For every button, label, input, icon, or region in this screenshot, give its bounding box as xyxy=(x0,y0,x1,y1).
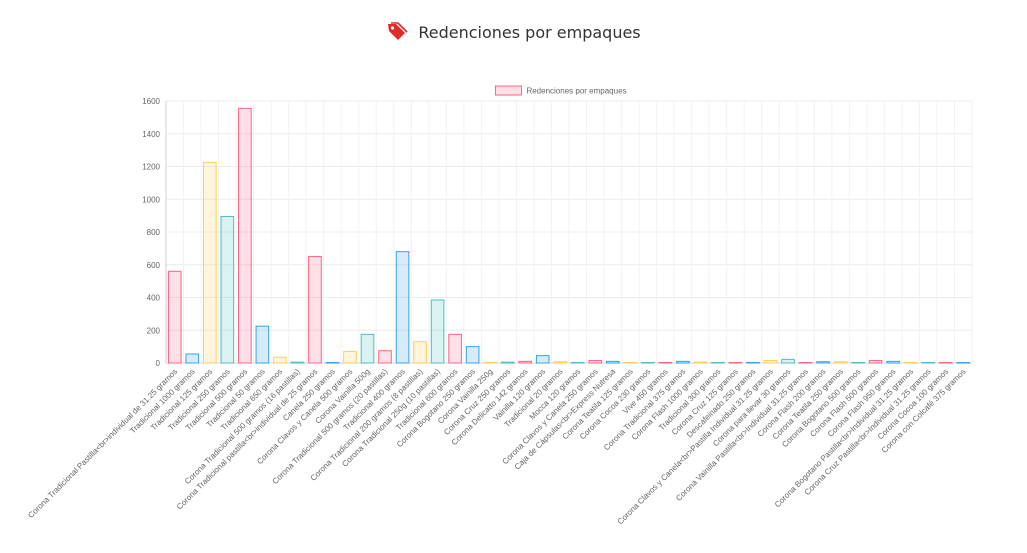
bar[interactable] xyxy=(518,360,533,364)
x-axis: Corona Tradicional Pastilla<br>individua… xyxy=(26,367,967,527)
bar[interactable] xyxy=(938,362,953,364)
bar[interactable] xyxy=(886,360,900,364)
bar[interactable] xyxy=(430,299,445,364)
bar[interactable] xyxy=(605,360,620,364)
bar[interactable] xyxy=(448,333,462,364)
bar[interactable] xyxy=(413,341,427,364)
bar[interactable] xyxy=(588,360,603,364)
y-tick-label: 1600 xyxy=(142,97,160,106)
page-header: Redenciones por empaques xyxy=(0,18,1027,46)
bar[interactable] xyxy=(658,362,673,364)
bar[interactable] xyxy=(956,362,971,364)
x-tick-label: Corona Tradicional Pastilla<br>individua… xyxy=(26,367,179,520)
bar[interactable] xyxy=(202,161,217,364)
bar[interactable] xyxy=(553,361,568,364)
legend-label: Redenciones por empaques xyxy=(526,87,626,96)
bar[interactable] xyxy=(343,351,357,364)
y-tick-label: 600 xyxy=(147,261,161,270)
y-tick-label: 1000 xyxy=(142,195,160,204)
bar[interactable] xyxy=(570,362,585,364)
tags-icon xyxy=(386,21,408,43)
bar[interactable] xyxy=(728,362,743,364)
bar[interactable] xyxy=(185,353,200,364)
bar[interactable] xyxy=(763,360,778,364)
bar[interactable] xyxy=(921,362,936,364)
chart-bars xyxy=(167,107,971,364)
legend-swatch xyxy=(494,85,522,96)
y-tick-label: 200 xyxy=(147,326,161,335)
bar[interactable] xyxy=(623,362,638,364)
bar[interactable] xyxy=(903,362,918,364)
y-tick-label: 400 xyxy=(147,294,161,303)
page-title: Redenciones por empaques xyxy=(418,22,641,42)
bar[interactable] xyxy=(693,361,708,364)
bar[interactable] xyxy=(220,215,235,364)
bar[interactable] xyxy=(711,362,725,364)
bar[interactable] xyxy=(781,358,795,364)
bar[interactable] xyxy=(465,346,480,364)
bar[interactable] xyxy=(798,362,813,364)
bar[interactable] xyxy=(746,362,760,364)
y-tick-label: 800 xyxy=(147,228,161,237)
chart-legend[interactable]: Redenciones por empaques xyxy=(494,85,627,96)
bar[interactable] xyxy=(816,361,830,364)
bar[interactable] xyxy=(395,251,410,364)
bar[interactable] xyxy=(238,107,252,364)
bar[interactable] xyxy=(676,360,690,364)
bar[interactable] xyxy=(851,362,865,364)
bar[interactable] xyxy=(535,355,550,364)
y-tick-label: 1200 xyxy=(142,163,160,172)
bar[interactable] xyxy=(641,362,655,364)
bar[interactable] xyxy=(325,362,340,364)
bar[interactable] xyxy=(500,361,515,364)
bar[interactable] xyxy=(290,361,305,364)
y-tick-label: 1400 xyxy=(142,130,160,139)
bar[interactable] xyxy=(167,270,182,364)
bar[interactable] xyxy=(378,350,392,364)
bar[interactable] xyxy=(255,325,270,364)
bar[interactable] xyxy=(308,256,322,364)
bar[interactable] xyxy=(868,360,883,364)
bar[interactable] xyxy=(273,356,287,364)
y-tick-label: 0 xyxy=(156,359,161,368)
bar[interactable] xyxy=(833,361,848,364)
bar[interactable] xyxy=(483,362,497,364)
y-axis: 0 200 400 600 800 1000 1200 1400 1600 xyxy=(142,97,160,368)
chart-grid xyxy=(165,100,973,364)
bar[interactable] xyxy=(360,333,375,364)
